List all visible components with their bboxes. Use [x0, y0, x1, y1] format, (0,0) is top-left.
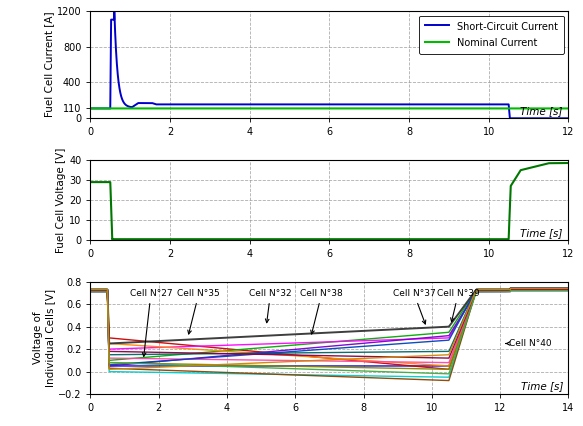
Text: Cell N°27: Cell N°27	[129, 289, 172, 357]
Short-Circuit Current	[480, 102, 487, 107]
Short-Circuit Current	[398, 102, 405, 107]
Text: Cell N°40: Cell N°40	[506, 339, 552, 348]
Y-axis label: Voltage of
Individual Cells [V]: Voltage of Individual Cells [V]	[33, 289, 55, 387]
Text: Cell N°37: Cell N°37	[392, 289, 436, 324]
Short-Circuit Current	[174, 102, 181, 107]
Nominal Current	[374, 106, 381, 111]
Legend: Short-Circuit Current, Nominal Current: Short-Circuit Current, Nominal Current	[419, 15, 564, 54]
Nominal Current	[269, 106, 276, 111]
Text: Cell N°35: Cell N°35	[177, 289, 220, 334]
Short-Circuit Current	[374, 102, 381, 107]
Nominal Current	[480, 106, 487, 111]
Text: Time [s]: Time [s]	[521, 381, 563, 391]
Nominal Current	[398, 106, 405, 111]
Nominal Current	[87, 106, 94, 111]
Text: Time [s]: Time [s]	[520, 228, 563, 238]
Text: Time [s]: Time [s]	[520, 106, 563, 115]
Nominal Current	[565, 106, 572, 111]
Text: Cell N°38: Cell N°38	[300, 289, 343, 334]
Nominal Current	[444, 106, 451, 111]
Short-Circuit Current	[269, 102, 276, 107]
Short-Circuit Current	[565, 116, 572, 121]
Nominal Current	[174, 106, 181, 111]
Text: Cell N°32: Cell N°32	[249, 289, 292, 322]
Short-Circuit Current	[444, 102, 451, 107]
Y-axis label: Fuel Cell Current [A]: Fuel Cell Current [A]	[44, 12, 54, 117]
Short-Circuit Current	[87, 106, 94, 111]
Text: Cell N°39: Cell N°39	[437, 289, 480, 322]
Short-Circuit Current	[507, 116, 514, 121]
Y-axis label: Fuel Cell Voltage [V]: Fuel Cell Voltage [V]	[56, 147, 66, 253]
Line: Short-Circuit Current: Short-Circuit Current	[90, 9, 568, 118]
Short-Circuit Current	[111, 6, 118, 12]
